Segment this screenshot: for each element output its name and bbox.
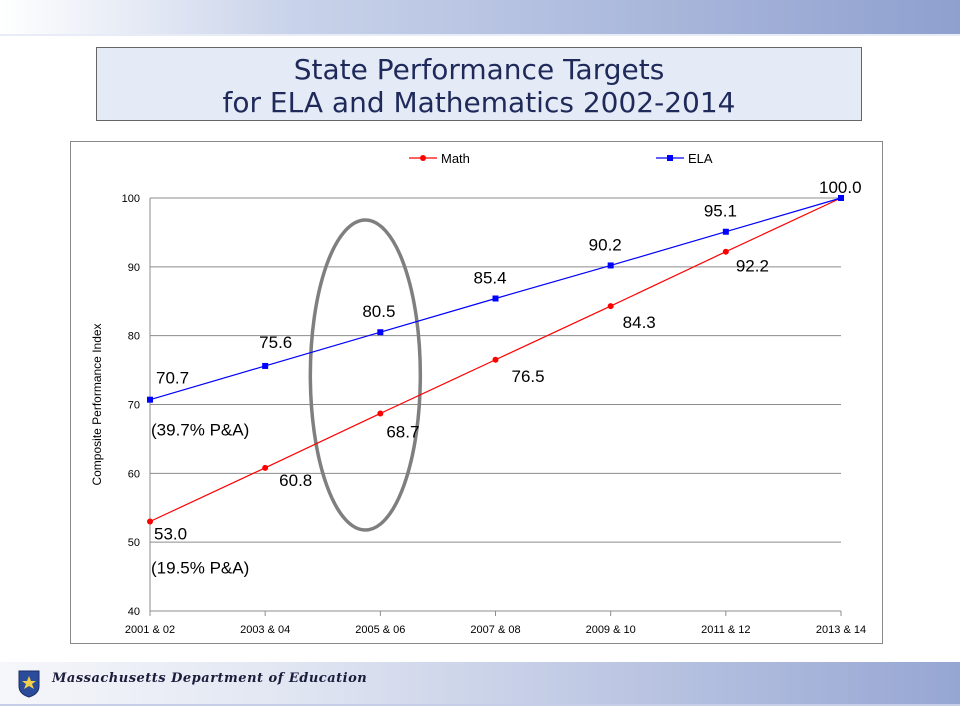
footer-rule <box>0 704 960 706</box>
y-tick-label: 70 <box>128 400 140 412</box>
massachusetts-seal-icon <box>18 670 40 698</box>
x-tick-label: 2011 & 12 <box>701 624 750 636</box>
chart-frame: 40 50 60 70 80 90 100 2001 & 02 2003 & 04 2005 & … <box>70 141 883 644</box>
ela-baseline-annotation: (39.7% P&A) <box>151 421 249 440</box>
ela-point <box>722 228 729 235</box>
highlight-ellipse <box>308 218 423 532</box>
ela-data-label: 90.2 <box>589 235 622 254</box>
ela-point <box>262 362 269 369</box>
math-point <box>377 410 384 417</box>
department-name: Massachusetts Department of Education <box>52 671 368 686</box>
header-rule <box>0 34 960 36</box>
ela-data-label: 85.4 <box>474 268 507 287</box>
legend-ela-marker <box>667 155 673 161</box>
x-tick-label: 2003 & 04 <box>240 624 290 636</box>
page-title-line1: State Performance Targets <box>293 53 665 86</box>
title-box: State Performance Targets for ELA and Ma… <box>96 47 862 121</box>
ela-point <box>492 295 499 302</box>
math-data-label: 84.3 <box>623 313 656 332</box>
legend-ela-label: ELA <box>688 151 713 166</box>
math-point <box>722 248 729 255</box>
ela-point <box>147 396 153 403</box>
math-point <box>147 518 153 525</box>
math-point <box>492 356 499 363</box>
legend-math-marker <box>420 155 426 161</box>
footer-band <box>0 662 960 704</box>
ela-data-label: 95.1 <box>704 202 737 221</box>
ela-point <box>607 262 614 269</box>
x-tick-label: 2005 & 06 <box>355 624 405 636</box>
x-tick-label: 2009 & 10 <box>586 624 636 636</box>
y-tick-label: 100 <box>122 193 140 205</box>
ela-data-label: 75.6 <box>259 333 292 352</box>
math-baseline-annotation: (19.5% P&A) <box>151 559 249 578</box>
y-tick-label: 80 <box>128 331 140 343</box>
math-data-label: 92.2 <box>736 257 769 276</box>
y-tick-label: 90 <box>128 262 140 274</box>
math-data-label: 53.0 <box>154 525 187 544</box>
x-tick-label: 2013 & 14 <box>816 624 866 636</box>
x-tick-label: 2001 & 02 <box>125 624 175 636</box>
ela-data-label: 100.0 <box>819 178 862 197</box>
math-data-label: 60.8 <box>279 471 312 490</box>
math-data-label: 68.7 <box>386 422 419 441</box>
y-tick-label: 60 <box>128 468 140 480</box>
legend-math-label: Math <box>441 151 470 166</box>
x-tick-label: 2007 & 08 <box>470 624 520 636</box>
y-axis-label: Composite Performance Index <box>90 323 104 485</box>
page-title-line2: for ELA and Mathematics 2002-2014 <box>222 86 736 119</box>
math-point <box>262 464 269 471</box>
ela-data-label: 70.7 <box>156 369 189 388</box>
y-tick-label: 50 <box>128 537 140 549</box>
ela-data-label: 80.5 <box>362 302 395 321</box>
header-band <box>0 0 960 34</box>
line-chart: 40 50 60 70 80 90 100 2001 & 02 2003 & 04 2005 & … <box>90 151 866 636</box>
math-point <box>607 303 614 310</box>
ela-point <box>377 329 384 336</box>
ela-point <box>838 195 844 201</box>
math-data-label: 76.5 <box>512 367 545 386</box>
y-tick-label: 40 <box>128 606 140 618</box>
